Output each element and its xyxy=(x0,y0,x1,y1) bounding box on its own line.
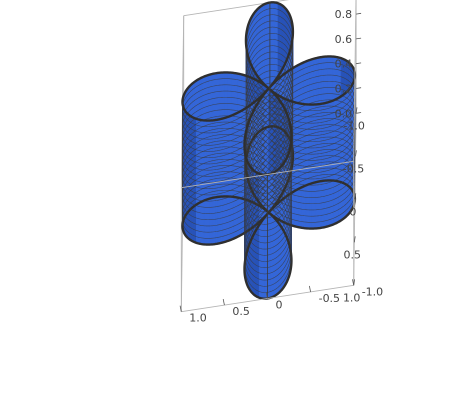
z-tick-label: 0.0 xyxy=(335,107,353,120)
y-tick-label: 0.5 xyxy=(232,305,250,318)
y-tick-label: -1.0 xyxy=(362,285,383,298)
x-tick-label: -0.5 xyxy=(343,162,364,175)
y-tick xyxy=(222,299,225,306)
z-tick xyxy=(356,62,362,65)
x-tick xyxy=(354,193,357,200)
y-tick-label: 0 xyxy=(276,299,283,312)
z-tick-label: 0.2 xyxy=(335,83,353,96)
box-edge-front xyxy=(353,0,357,162)
z-tick xyxy=(356,37,362,40)
y-tick xyxy=(265,292,268,299)
x-axis: -1.0 -0.5 0 0.5 1.0 xyxy=(343,107,365,304)
z-tick-label: 0.6 xyxy=(335,33,353,46)
y-tick-label: -0.5 xyxy=(319,292,340,305)
y-tick-label: 1.0 xyxy=(189,312,207,325)
x-tick-label: 0 xyxy=(349,205,356,218)
z-tick xyxy=(356,12,362,15)
x-tick xyxy=(353,236,356,243)
y-tick xyxy=(352,279,355,286)
x-tick xyxy=(355,107,358,114)
y-tick xyxy=(309,285,311,292)
y-tick xyxy=(179,305,182,312)
mesh-lines xyxy=(181,1,357,300)
x-tick xyxy=(355,150,357,157)
petal-surface xyxy=(181,1,357,300)
axes: 0.00.20.40.60.81.0-1.0-0.500.51.0-1.0-0.… xyxy=(179,8,383,325)
box-edge-front xyxy=(181,160,354,189)
z-tick-label: 0.8 xyxy=(335,8,353,21)
z-tick xyxy=(356,112,362,114)
y-axis: -1.0 -0.5 0 0.5 1.0 xyxy=(179,279,383,325)
z-tick-label: 0.4 xyxy=(335,58,353,71)
z-axis: 0.00.20.40.60.81.0 xyxy=(335,8,362,120)
x-tick-label: 1.0 xyxy=(343,291,361,304)
x-tick-label: -1.0 xyxy=(343,119,364,132)
z-tick xyxy=(356,87,362,89)
x-tick-label: 0.5 xyxy=(344,248,362,261)
